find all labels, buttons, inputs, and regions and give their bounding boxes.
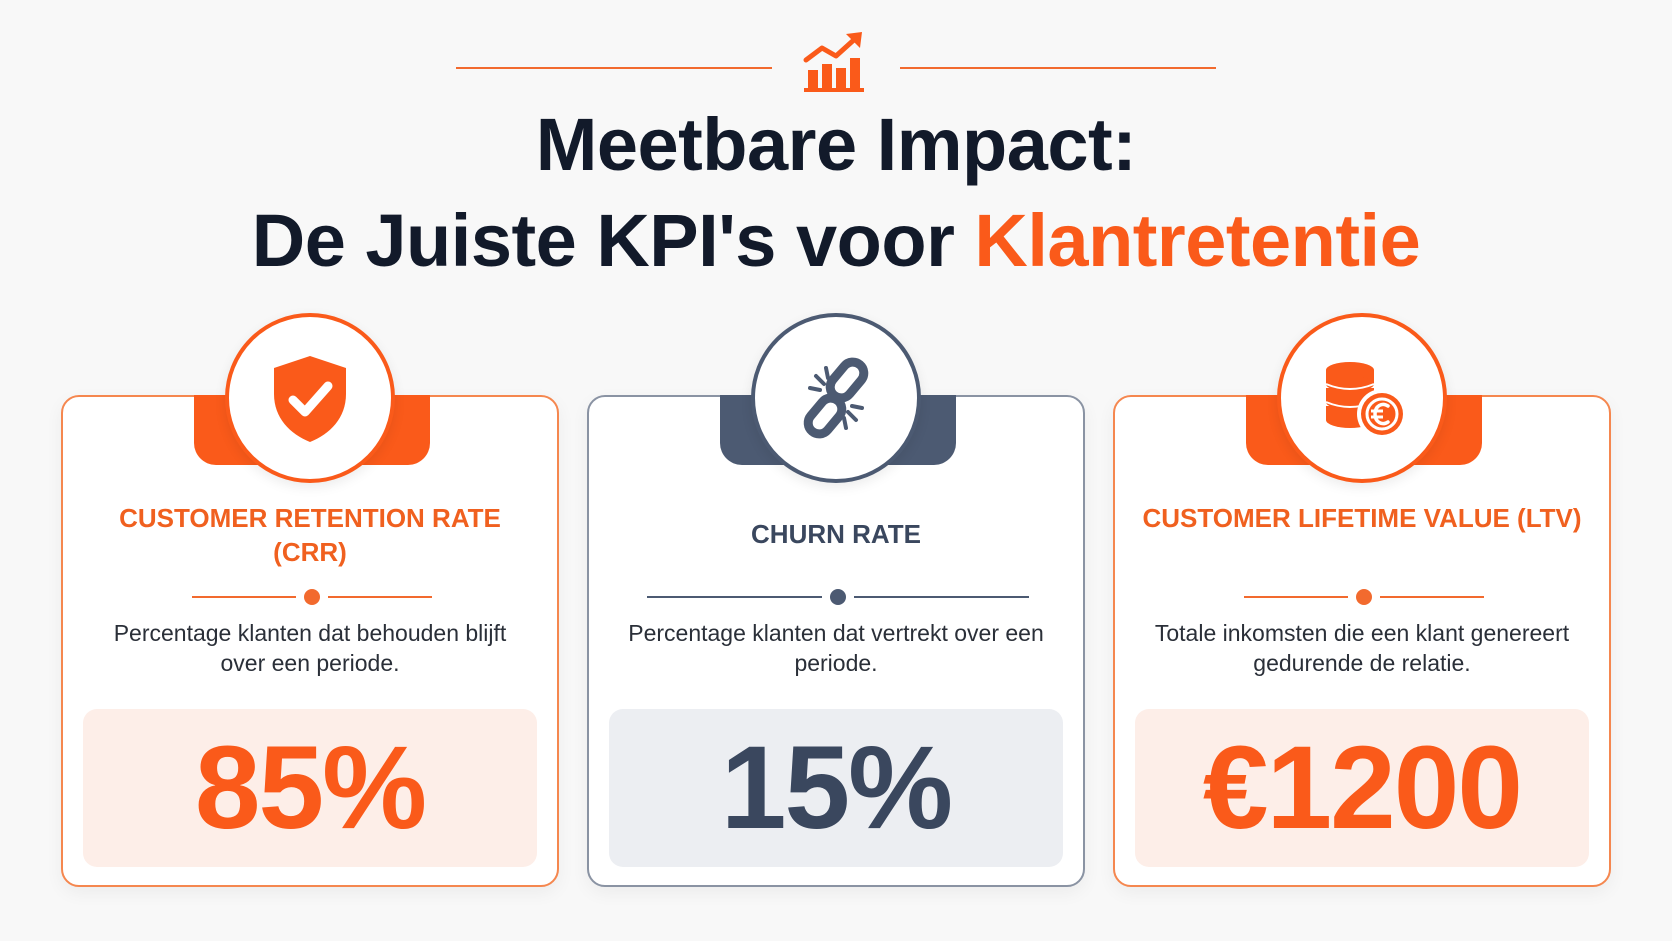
shield-check-icon bbox=[274, 356, 346, 442]
page-title-line2: De Juiste KPI's voor Klantretentie bbox=[0, 196, 1672, 286]
kpi-divider bbox=[63, 589, 557, 605]
kpi-value: 15% bbox=[720, 722, 953, 854]
kpi-description: Percentage klanten dat behouden blijft o… bbox=[113, 620, 507, 676]
kpi-value-box: 85% bbox=[83, 709, 537, 867]
kpi-title: CUSTOMER LIFETIME VALUE (LTV) bbox=[1142, 503, 1582, 533]
kpi-value: 85% bbox=[194, 722, 427, 854]
coins-euro-icon bbox=[1325, 362, 1407, 439]
card-badge bbox=[1277, 313, 1447, 483]
card-badge bbox=[751, 313, 921, 483]
kpi-divider bbox=[1115, 589, 1609, 605]
kpi-description: Percentage klanten dat vertrekt over een… bbox=[628, 620, 1044, 676]
page-title-line1: Meetbare Impact: bbox=[535, 103, 1137, 186]
header-divider-right bbox=[900, 67, 1216, 69]
kpi-value: €1200 bbox=[1202, 722, 1523, 854]
kpi-value-box: 15% bbox=[609, 709, 1063, 867]
title-accent: Klantretentie bbox=[974, 199, 1421, 282]
kpi-card-ltv: CUSTOMER LIFETIME VALUE (LTV) Totale ink… bbox=[1113, 313, 1611, 887]
kpi-card-crr: CUSTOMER RETENTION RATE (CRR) Percentage… bbox=[61, 313, 559, 887]
kpi-card-churn: CHURN RATE Percentage klanten dat vertre… bbox=[587, 313, 1085, 887]
kpi-divider bbox=[589, 589, 1083, 605]
growth-chart-icon bbox=[802, 30, 866, 94]
kpi-title: CUSTOMER RETENTION RATE (CRR) bbox=[119, 503, 501, 567]
broken-link-icon bbox=[803, 357, 869, 439]
title-prefix: De Juiste KPI's voor bbox=[251, 199, 975, 282]
kpi-title: CHURN RATE bbox=[751, 519, 921, 549]
kpi-description: Totale inkomsten die een klant genereert… bbox=[1154, 620, 1570, 676]
header-divider-left bbox=[456, 67, 772, 69]
kpi-value-box: €1200 bbox=[1135, 709, 1589, 867]
card-badge bbox=[225, 313, 395, 483]
